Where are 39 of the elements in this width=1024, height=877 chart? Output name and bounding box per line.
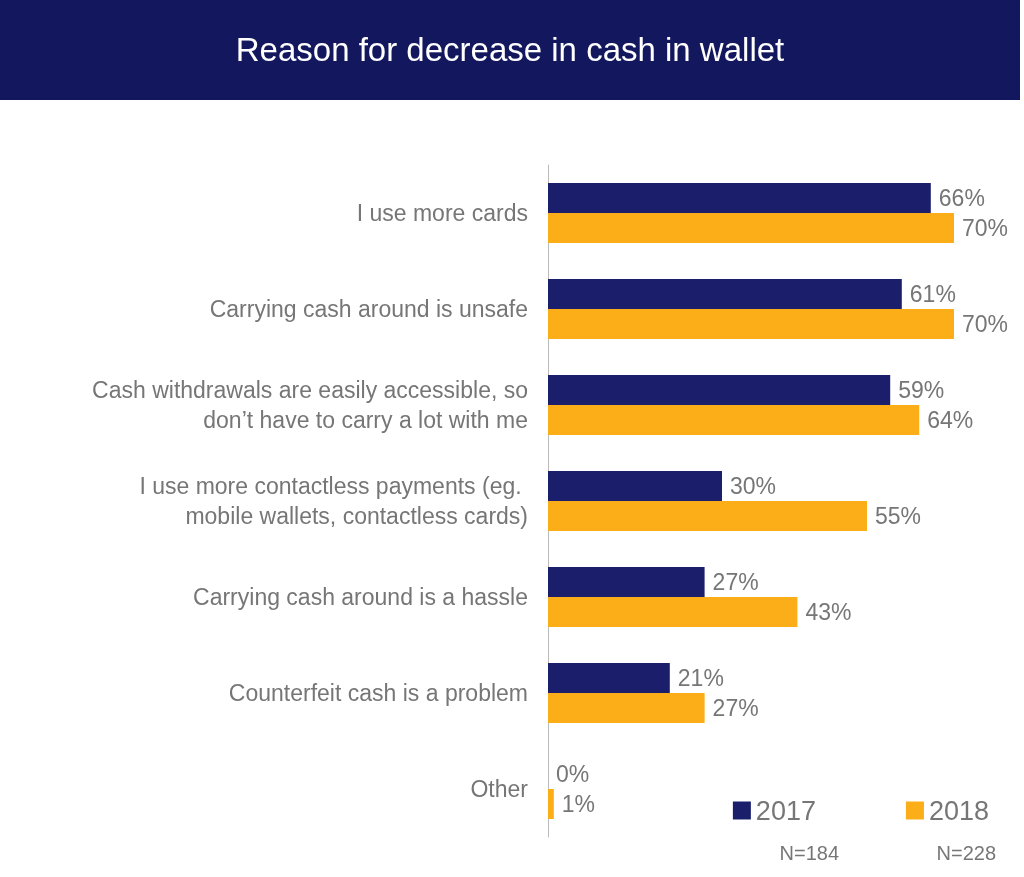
data-label: 43% bbox=[805, 599, 852, 625]
data-label: 27% bbox=[712, 695, 759, 721]
data-label: 66% bbox=[938, 185, 985, 211]
bar bbox=[548, 405, 920, 435]
data-label: 70% bbox=[962, 215, 1009, 241]
bar bbox=[548, 501, 867, 531]
data-label: 59% bbox=[898, 377, 945, 403]
chart-title: Reason for decrease in cash in wallet bbox=[0, 0, 1020, 100]
bar bbox=[548, 471, 722, 501]
data-label: 30% bbox=[730, 473, 777, 499]
bar bbox=[548, 567, 705, 597]
bar bbox=[548, 279, 902, 309]
data-label: 61% bbox=[909, 281, 956, 307]
y-tick-label: I use more cards bbox=[356, 200, 528, 226]
legend-label: 2018 bbox=[928, 795, 990, 826]
y-tick-label: Cash withdrawals are easily accessible, so don’t have to carry a lot with me bbox=[92, 377, 528, 433]
y-tick-label: Counterfeit cash is a problem bbox=[228, 680, 528, 706]
data-label: 64% bbox=[927, 407, 974, 433]
y-tick-label: Other bbox=[470, 776, 529, 802]
data-label: 70% bbox=[962, 311, 1009, 337]
legend-label: 2017 bbox=[755, 795, 816, 826]
bar bbox=[548, 789, 554, 819]
data-label: 0% bbox=[556, 761, 590, 787]
data-label: 1% bbox=[561, 791, 596, 817]
data-label: 55% bbox=[875, 503, 922, 529]
data-label: 27% bbox=[712, 569, 759, 595]
bar bbox=[548, 663, 670, 693]
text: N=184 bbox=[779, 842, 840, 864]
bar bbox=[548, 309, 954, 339]
bar bbox=[548, 213, 954, 243]
y-tick-label: Carrying cash around is a hassle bbox=[193, 584, 528, 610]
bar bbox=[548, 183, 931, 213]
text: N=228 bbox=[936, 842, 997, 864]
y-tick-label: I use more contactless payments (eg. mobile wallets, contactless cards) bbox=[139, 473, 528, 529]
bar bbox=[548, 693, 705, 723]
y-tick-label: Carrying cash around is unsafe bbox=[209, 296, 528, 322]
bar bbox=[548, 597, 798, 627]
data-label: 21% bbox=[677, 665, 724, 691]
bar bbox=[548, 375, 891, 405]
